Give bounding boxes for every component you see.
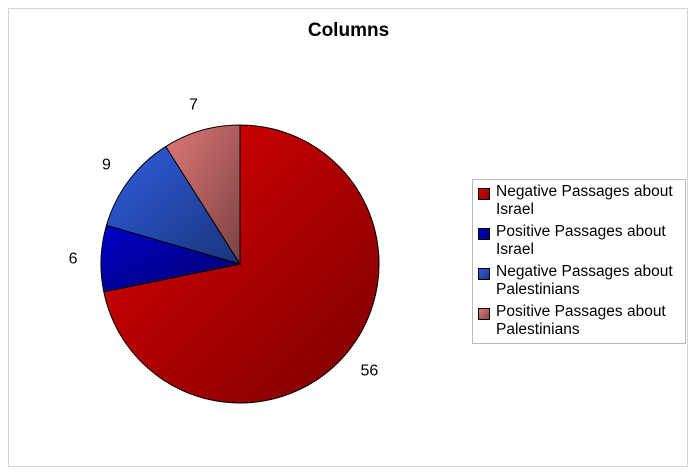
- data-label-0: 56: [361, 363, 379, 380]
- legend-item: Positive Passages about Palestinians: [478, 303, 681, 339]
- pie-slice-2: [105, 145, 242, 265]
- legend-swatch: [478, 268, 490, 280]
- data-label-1: 6: [69, 250, 78, 267]
- legend-swatch: [478, 188, 490, 200]
- legend-label: Negative Passages about Israel: [496, 183, 673, 218]
- pie-slice-3: [165, 124, 241, 266]
- legend-swatch: [478, 228, 490, 240]
- legend-item: Positive Passages about Israel: [478, 223, 681, 259]
- data-label-2: 9: [102, 157, 111, 174]
- legend-item: Negative Passages about Palestinians: [478, 263, 681, 299]
- legend: Negative Passages about Israel Positive P…: [472, 179, 686, 344]
- legend-label: Positive Passages about Israel: [496, 223, 666, 258]
- pie-slice-0: [103, 124, 380, 404]
- legend-swatch: [478, 308, 490, 320]
- legend-item: Negative Passages about Israel: [478, 183, 681, 219]
- data-label-3: 7: [189, 97, 198, 114]
- chart-title: Columns: [307, 20, 390, 41]
- legend-label: Positive Passages about Palestinians: [496, 303, 666, 338]
- legend-label: Negative Passages about Palestinians: [496, 263, 673, 298]
